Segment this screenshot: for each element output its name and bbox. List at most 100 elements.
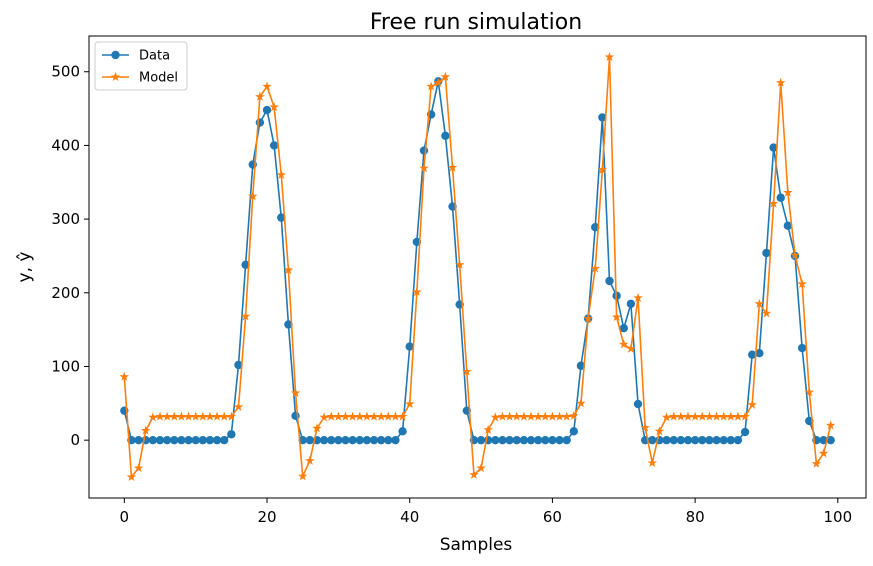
marker xyxy=(712,435,721,445)
marker xyxy=(490,412,501,422)
legend-label: Model xyxy=(139,71,178,86)
marker xyxy=(111,50,120,60)
marker xyxy=(233,402,244,412)
marker xyxy=(555,435,564,445)
marker xyxy=(476,435,486,445)
marker xyxy=(512,435,521,445)
marker xyxy=(733,435,743,445)
marker xyxy=(747,399,757,409)
marker xyxy=(441,131,450,141)
marker xyxy=(283,264,294,274)
marker xyxy=(205,435,215,445)
marker xyxy=(198,411,208,421)
marker xyxy=(704,411,715,421)
marker xyxy=(797,343,807,353)
marker xyxy=(148,412,158,422)
marker xyxy=(191,435,200,445)
marker xyxy=(262,105,272,115)
marker xyxy=(761,308,772,318)
marker xyxy=(619,323,628,333)
marker xyxy=(376,435,386,445)
marker xyxy=(683,411,693,421)
marker xyxy=(825,420,836,430)
marker xyxy=(277,213,286,222)
marker xyxy=(519,411,529,421)
marker xyxy=(255,91,265,101)
marker xyxy=(255,118,265,127)
marker xyxy=(519,435,529,445)
marker xyxy=(726,411,736,421)
marker xyxy=(711,411,722,421)
x-axis-label: Samples xyxy=(440,535,513,555)
marker xyxy=(768,198,779,208)
marker xyxy=(269,141,279,150)
marker xyxy=(234,360,243,370)
legend-label: Data xyxy=(139,49,170,64)
marker xyxy=(190,411,201,421)
marker xyxy=(170,435,179,445)
marker xyxy=(426,81,436,91)
marker xyxy=(597,164,608,174)
marker xyxy=(298,435,307,445)
marker xyxy=(526,435,536,445)
marker xyxy=(769,143,778,152)
marker xyxy=(548,435,557,445)
marker xyxy=(576,361,586,370)
marker xyxy=(110,72,121,82)
marker xyxy=(341,435,350,445)
marker xyxy=(576,398,586,408)
marker xyxy=(690,435,700,445)
marker xyxy=(633,292,643,302)
marker xyxy=(454,259,465,269)
marker xyxy=(276,169,287,179)
marker xyxy=(498,435,507,445)
marker xyxy=(155,411,165,421)
marker xyxy=(726,435,735,445)
marker xyxy=(718,411,729,421)
marker xyxy=(533,411,543,421)
marker xyxy=(212,435,222,445)
marker xyxy=(269,102,279,112)
legend: Data Model xyxy=(94,41,188,91)
marker xyxy=(383,411,394,421)
x-tick-label: 20 xyxy=(257,508,276,526)
marker xyxy=(319,412,329,422)
y-tick-label: 500 xyxy=(51,63,80,81)
y-tick-label: 400 xyxy=(51,136,80,154)
marker xyxy=(747,350,757,359)
marker xyxy=(626,343,636,353)
marker xyxy=(369,411,379,421)
marker xyxy=(134,435,143,445)
marker xyxy=(326,411,336,421)
y-tick-label: 0 xyxy=(70,431,80,449)
marker xyxy=(140,425,151,435)
marker xyxy=(497,411,508,421)
marker xyxy=(384,435,393,445)
marker xyxy=(119,371,130,381)
marker xyxy=(818,448,829,458)
marker xyxy=(690,411,700,421)
marker xyxy=(340,411,351,421)
marker xyxy=(404,399,415,409)
marker xyxy=(590,263,600,273)
x-tick-label: 60 xyxy=(543,508,562,526)
marker xyxy=(347,411,358,421)
marker xyxy=(155,435,165,445)
marker xyxy=(126,472,137,482)
marker xyxy=(169,411,180,421)
series-line xyxy=(123,81,831,441)
marker xyxy=(148,435,158,445)
series-line xyxy=(123,56,832,480)
marker xyxy=(183,411,194,421)
marker xyxy=(605,276,614,286)
marker xyxy=(647,458,658,468)
marker xyxy=(811,458,822,468)
marker xyxy=(412,287,422,297)
marker xyxy=(398,427,407,436)
marker xyxy=(284,320,293,329)
marker xyxy=(419,146,429,155)
marker xyxy=(619,339,629,349)
marker xyxy=(333,411,344,421)
marker xyxy=(569,410,579,420)
